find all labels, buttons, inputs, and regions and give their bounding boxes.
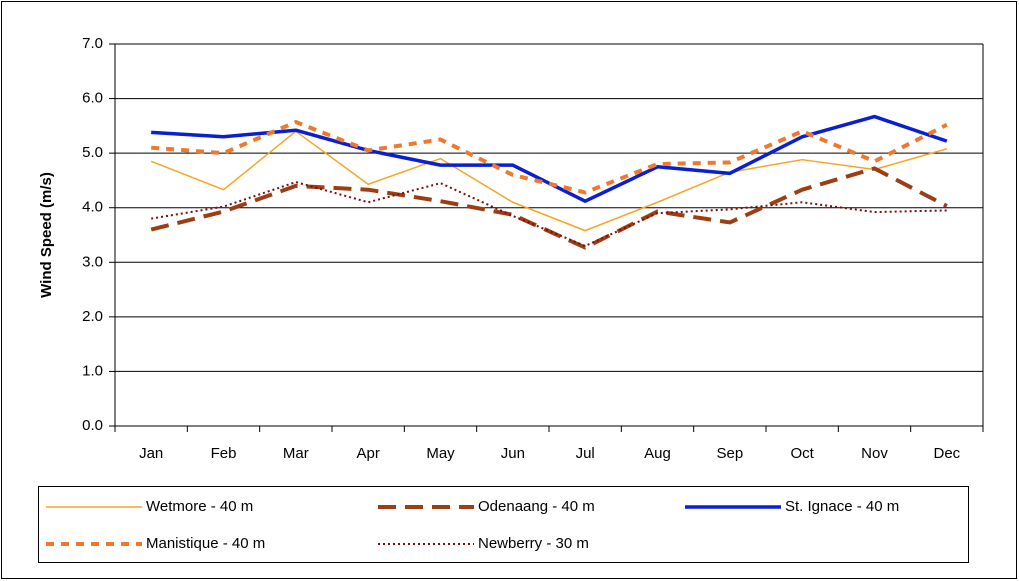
legend-label: Newberry - 30 m (478, 535, 589, 552)
y-axis-label: Wind Speed (m/s) (38, 172, 55, 298)
legend-label: Manistique - 40 m (146, 535, 265, 552)
y-tick-label: 5.0 (82, 144, 103, 161)
legend-label: Wetmore - 40 m (146, 498, 253, 515)
x-tick-label: Mar (283, 445, 309, 462)
y-tick-label: 0.0 (82, 417, 103, 434)
legend-label: Odenaang - 40 m (478, 498, 595, 515)
x-tick-label: Nov (861, 445, 888, 462)
x-tick-label: Dec (933, 445, 960, 462)
x-tick-label: Feb (211, 445, 237, 462)
series-line (151, 114, 948, 203)
x-tick-label: Jun (501, 445, 525, 462)
series-line (150, 130, 948, 232)
y-tick-label: 1.0 (82, 362, 103, 379)
x-tick-label: Jan (139, 445, 163, 462)
x-tick-label: Sep (716, 445, 743, 462)
x-tick-label: Apr (356, 445, 379, 462)
legend-label: St. Ignace - 40 m (785, 498, 899, 515)
y-tick-label: 2.0 (82, 308, 103, 325)
x-tick-label: May (426, 445, 455, 462)
series-line (150, 166, 948, 250)
y-tick-label: 4.0 (82, 199, 103, 216)
y-tick-label: 6.0 (82, 90, 103, 107)
y-tick-label: 7.0 (82, 35, 103, 52)
series-line (151, 120, 948, 195)
x-tick-label: Oct (790, 445, 814, 462)
legend-box (38, 486, 969, 563)
x-tick-label: Jul (576, 445, 595, 462)
series-line (151, 181, 947, 247)
x-tick-label: Aug (644, 445, 671, 462)
y-tick-label: 3.0 (82, 253, 103, 270)
